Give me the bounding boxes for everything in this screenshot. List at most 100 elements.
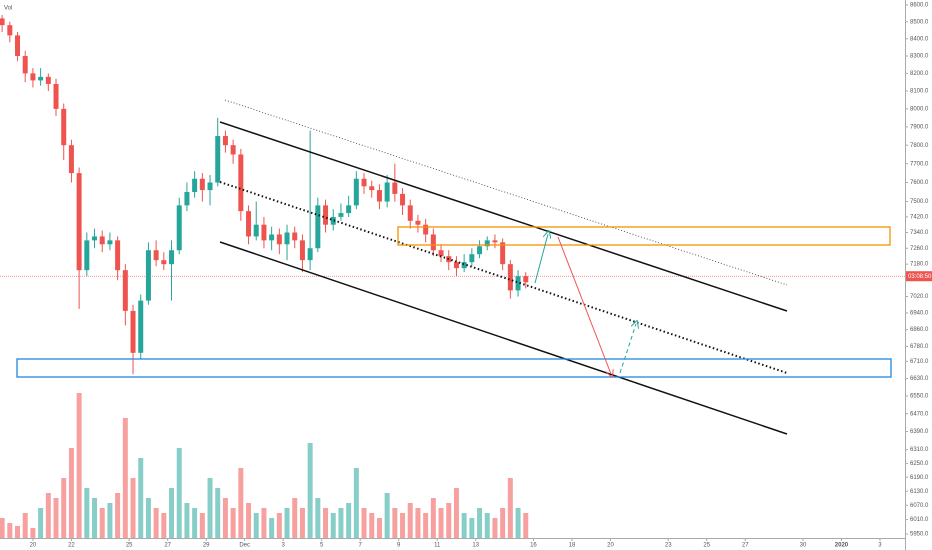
x-tick-label: 27 [164, 543, 171, 549]
volume-bar [61, 478, 67, 538]
y-tick-label: 6860.0 [910, 327, 929, 333]
volume-bar [38, 508, 44, 538]
candle-body [122, 270, 128, 311]
candle-body [284, 232, 290, 245]
y-tick-label: 6190.0 [910, 475, 929, 481]
x-tick-label: 16 [530, 543, 537, 549]
drawings [16, 99, 892, 435]
candle-body [423, 224, 429, 235]
x-tick-label: 13 [472, 543, 479, 549]
candle-body [92, 236, 98, 241]
x-tick-label: 27 [742, 543, 749, 549]
candle-body [353, 178, 359, 206]
candle-body [84, 240, 90, 271]
volume-bar [145, 498, 151, 538]
x-tick-label: Dec [239, 543, 250, 549]
channel-upper [219, 121, 788, 312]
last-price-tag [906, 271, 932, 282]
candle-body [68, 145, 74, 174]
y-tick-label: 6630.0 [910, 376, 929, 382]
volume-bar [0, 518, 5, 538]
y-tick-label: 7900.0 [910, 124, 929, 130]
x-tick-label: 23 [665, 543, 672, 549]
resistance-zone [397, 226, 891, 246]
candle-body [461, 262, 467, 269]
y-tick-label: 7340.0 [910, 230, 929, 236]
volume-bar [230, 508, 236, 538]
candle-body [315, 205, 321, 249]
volume-bar [384, 493, 390, 538]
x-tick-label: 25 [126, 543, 133, 549]
y-tick-label: 7600.0 [910, 180, 929, 186]
candle-body [384, 182, 390, 202]
volume-bar [430, 498, 436, 538]
candle-body [0, 18, 5, 26]
volume-bar [192, 508, 198, 538]
volume-label: Vol [4, 6, 12, 12]
y-tick-label: 8100.0 [910, 89, 929, 95]
volume-bar [477, 508, 483, 538]
volume-bar [338, 508, 344, 538]
x-tick-label: 3 [878, 543, 882, 549]
volume-bar [407, 503, 413, 538]
y-tick-label: 6130.0 [910, 489, 929, 495]
candle-body [107, 240, 113, 245]
x-tick-label: 29 [203, 543, 210, 549]
x-tick-label: 20 [30, 543, 37, 549]
y-tick-label: 8200.0 [910, 71, 929, 77]
y-tick-label: 7260.0 [910, 246, 929, 252]
candle-body [238, 154, 244, 212]
y-tick-label: 6070.0 [910, 503, 929, 509]
x-tick-label: 2020 [835, 543, 849, 549]
y-tick-label: 6250.0 [910, 461, 929, 467]
y-tick-label: 5950.0 [910, 532, 929, 538]
candle-body [500, 242, 506, 265]
y-tick-label: 6780.0 [910, 344, 929, 350]
y-tick-label: 7180.0 [910, 262, 929, 268]
volume-bar [84, 488, 90, 538]
volume-bar [492, 518, 498, 538]
candle-body [515, 276, 521, 291]
volume-bar [523, 513, 529, 538]
x-tick-label: 5 [320, 543, 324, 549]
y-tick-label: 8600.0 [910, 3, 929, 9]
candle-body [469, 254, 475, 263]
volume-bar [423, 513, 429, 538]
volume-bar [222, 498, 228, 538]
y-tick-label: 7800.0 [910, 143, 929, 149]
candle-body [261, 224, 267, 241]
countdown: 03:08:50 [908, 274, 932, 280]
volume-bar [400, 513, 406, 538]
y-tick-label: 6390.0 [910, 429, 929, 435]
y-tick-label: 8400.0 [910, 36, 929, 42]
volume-bar [15, 526, 21, 538]
volume-bar [7, 523, 13, 538]
candle-body [323, 205, 329, 225]
candle-body [477, 246, 483, 255]
volume-bar [30, 528, 36, 538]
candle-body [153, 250, 159, 261]
candle-body [215, 136, 221, 183]
y-tick-label: 6550.0 [910, 394, 929, 400]
y-tick-label: 8000.0 [910, 106, 929, 112]
candle-body [138, 300, 144, 353]
y-tick-label: 7420.0 [910, 215, 929, 221]
candle-body [169, 250, 175, 265]
candle-body [45, 76, 51, 84]
y-tick-label: 8300.0 [910, 54, 929, 60]
volume-bar [323, 508, 329, 538]
x-tick-label: 7 [359, 543, 363, 549]
volume-bar [438, 508, 444, 538]
x-tick-label: 30 [800, 543, 807, 549]
volume-bar [253, 513, 259, 538]
y-tick-label: 7500.0 [910, 199, 929, 205]
y-tick-label: 6470.0 [910, 411, 929, 417]
candle-body [269, 234, 275, 241]
y-tick-label: 7020.0 [910, 294, 929, 300]
volume-bar [199, 513, 205, 538]
x-tick-label: 18 [569, 543, 576, 549]
candle-body [61, 108, 67, 146]
candle-body [76, 173, 82, 271]
volume-bar [99, 508, 105, 538]
